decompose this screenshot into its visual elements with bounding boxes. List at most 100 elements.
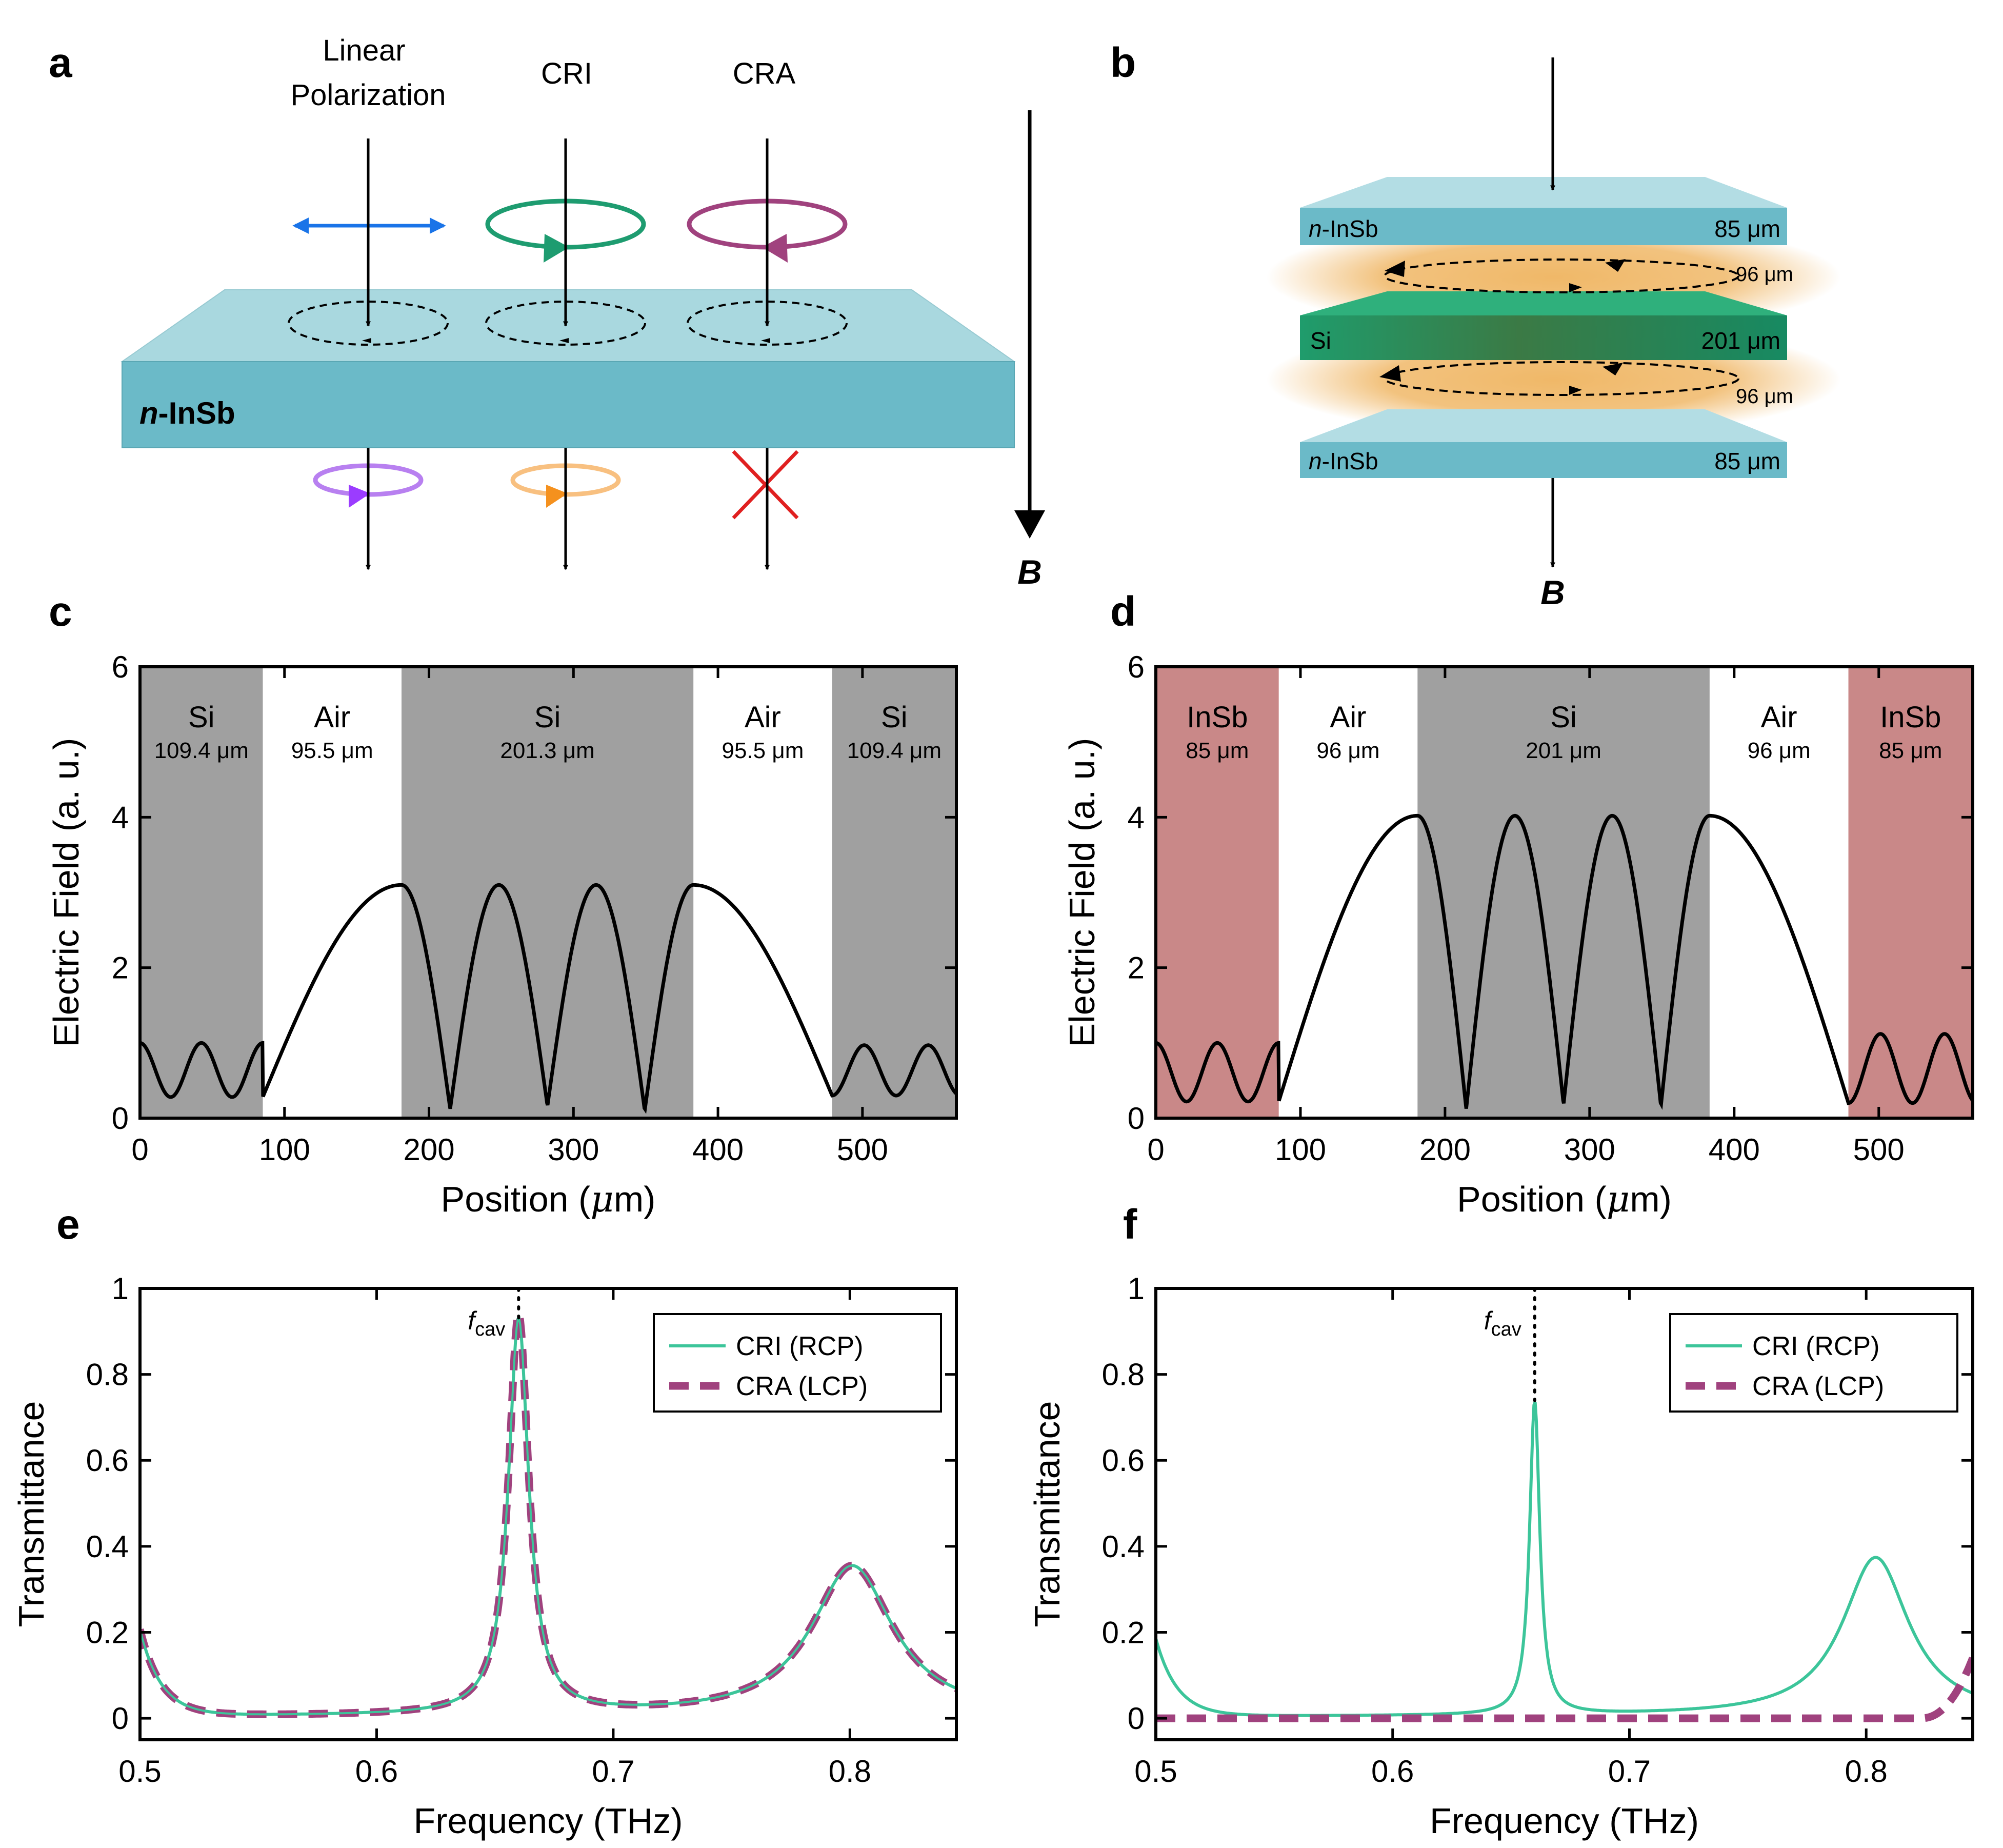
panel-c-label: c bbox=[49, 588, 72, 635]
region-0-thickness: 109.4 μm bbox=[154, 738, 249, 763]
bottom-insb-front bbox=[1300, 442, 1787, 478]
y-tick-label: 1 bbox=[1128, 1271, 1145, 1306]
fcav-annotation-sub: cav bbox=[1491, 1319, 1521, 1340]
x-tick-label: 500 bbox=[837, 1132, 888, 1167]
x-tick-label: 0.6 bbox=[1371, 1754, 1414, 1789]
y-axis-label: Electric Field (a. u.) bbox=[46, 738, 86, 1047]
y-tick-label: 0.6 bbox=[86, 1443, 129, 1478]
x-tick-label: 100 bbox=[259, 1132, 310, 1167]
panel-a: a Linear Polarization CRI CRA n-InSb bbox=[49, 34, 1045, 591]
region-0-fill bbox=[140, 667, 263, 1118]
y-tick-label: 0 bbox=[112, 1101, 129, 1136]
axes-frame bbox=[1154, 1287, 1974, 1741]
region-0-fill bbox=[1156, 667, 1279, 1118]
region-4-name: InSb bbox=[1880, 701, 1941, 734]
y-tick-label: 0.8 bbox=[1102, 1358, 1145, 1392]
cra-incoming-arrowhead bbox=[762, 234, 788, 263]
gap1-orbit bbox=[1384, 259, 1739, 293]
blocked-cross-2 bbox=[732, 450, 799, 520]
output-col1-arrowhead bbox=[349, 485, 370, 508]
y-axis-label: Electric Field (a. u.) bbox=[1062, 738, 1102, 1047]
gap2-orbit-arrow-left bbox=[1379, 365, 1401, 382]
gap1-thickness: 96 μm bbox=[1736, 263, 1793, 286]
panel-e-chart: e fcav CRI (RCP) CRA (LCP) 0.5 0.6 0.7 0.8 0 0.2 0… bbox=[11, 1201, 958, 1841]
x-tick-label: 500 bbox=[1853, 1132, 1905, 1167]
insb-slab-top bbox=[120, 289, 1016, 362]
top-insb-label: n-InSb bbox=[1309, 215, 1378, 242]
x-tick-label: 200 bbox=[403, 1132, 454, 1167]
fcav-annotation: fcav bbox=[1484, 1306, 1521, 1340]
y-tick-label: 0.6 bbox=[1102, 1443, 1145, 1478]
x-tick-label: 400 bbox=[692, 1132, 744, 1167]
x-axis-label: Frequency (THz) bbox=[413, 1801, 683, 1841]
gap1-orbit-arrow-bottom bbox=[1569, 283, 1582, 292]
panel-b: b n-InSb 85 μm Si 201 μm n-InSb 85 μm 96… bbox=[1110, 39, 1841, 611]
electric-field-curve bbox=[1156, 813, 1973, 1110]
x-tick-label: 0 bbox=[1147, 1132, 1164, 1167]
x-tick-label: 200 bbox=[1419, 1132, 1471, 1167]
y-axis-label: Transmittance bbox=[11, 1401, 51, 1627]
legend-cra-label: CRA (LCP) bbox=[736, 1372, 868, 1401]
x-tick-label: 0.6 bbox=[355, 1754, 398, 1789]
x-tick-label: 0.8 bbox=[1845, 1754, 1888, 1789]
region-1-thickness: 96 μm bbox=[1316, 738, 1379, 763]
top-insb-thickness: 85 μm bbox=[1714, 215, 1780, 242]
top-insb-top bbox=[1300, 177, 1787, 208]
y-tick-label: 0 bbox=[1128, 1701, 1145, 1736]
y-tick-label: 2 bbox=[1128, 951, 1145, 985]
orbit-col3-arrow bbox=[761, 338, 770, 343]
y-tick-label: 0.4 bbox=[86, 1529, 129, 1564]
linear-polarization-title-line1: Linear bbox=[323, 34, 405, 67]
x-axis-label-pre: Position ( bbox=[441, 1179, 591, 1219]
x-axis-label-pre: Position ( bbox=[1457, 1179, 1607, 1219]
series-cra-line bbox=[1156, 1656, 1973, 1722]
top-insb-front bbox=[1300, 208, 1787, 245]
cri-title: CRI bbox=[541, 57, 592, 90]
orbit-col2 bbox=[485, 301, 646, 346]
series-cri-overlay bbox=[140, 1316, 956, 1716]
panel-e-label: e bbox=[56, 1201, 80, 1248]
si-layer-label: Si bbox=[1310, 327, 1331, 354]
y-tick-label: 4 bbox=[1128, 800, 1145, 834]
panel-b-label: b bbox=[1110, 39, 1136, 86]
region-2-fill bbox=[402, 667, 694, 1118]
region-1-name: Air bbox=[1330, 701, 1367, 734]
gap2-orbit bbox=[1384, 361, 1739, 396]
fcav-annotation-sub: cav bbox=[475, 1319, 505, 1340]
axes-frame bbox=[138, 1287, 958, 1741]
legend-cri-label: CRI (RCP) bbox=[1752, 1332, 1879, 1361]
y-tick-label: 0.4 bbox=[1102, 1529, 1145, 1564]
x-tick-label: 0.7 bbox=[1608, 1754, 1651, 1789]
legend-box bbox=[653, 1313, 942, 1413]
x-tick-label: 300 bbox=[548, 1132, 599, 1167]
y-tick-label: 0.8 bbox=[86, 1358, 129, 1392]
gap1-orbit-arrow-right bbox=[1605, 259, 1626, 272]
panel-c-chart: c Si 109.4 μm Air 95.5 μm Si 201.3 μm Air 95.5 μ… bbox=[46, 588, 958, 1220]
region-3-name: Air bbox=[1761, 701, 1797, 734]
y-tick-label: 1 bbox=[112, 1271, 129, 1306]
series-cri-line bbox=[1156, 1401, 1973, 1717]
x-tick-label: 400 bbox=[1709, 1132, 1760, 1167]
y-tick-label: 2 bbox=[112, 951, 129, 985]
x-tick-label: 100 bbox=[1275, 1132, 1326, 1167]
y-tick-label: 0.2 bbox=[86, 1615, 129, 1650]
bottom-insb-top bbox=[1300, 409, 1787, 442]
x-axis-label: Frequency (THz) bbox=[1430, 1801, 1699, 1841]
x-axis-label: Position (μm) bbox=[1457, 1178, 1672, 1220]
si-layer-thickness: 201 μm bbox=[1701, 327, 1780, 354]
gap2-orbit-arrow-bottom bbox=[1569, 386, 1582, 395]
region-4-name: Si bbox=[881, 701, 908, 734]
panel-d-label: d bbox=[1110, 588, 1136, 635]
region-0-thickness: 85 μm bbox=[1186, 738, 1249, 763]
region-3-name: Air bbox=[745, 701, 781, 734]
bottom-insb-label: n-InSb bbox=[1309, 448, 1378, 474]
region-3-thickness: 96 μm bbox=[1748, 738, 1811, 763]
b-field-label-a: B bbox=[1017, 553, 1042, 591]
y-tick-label: 0.2 bbox=[1102, 1615, 1145, 1650]
plot-area bbox=[140, 667, 956, 1118]
region-1-name: Air bbox=[314, 701, 350, 734]
x-axis-label-mu: μ bbox=[590, 1178, 614, 1220]
x-axis-label-mu: μ bbox=[1607, 1178, 1630, 1220]
legend-box bbox=[1669, 1313, 1958, 1413]
